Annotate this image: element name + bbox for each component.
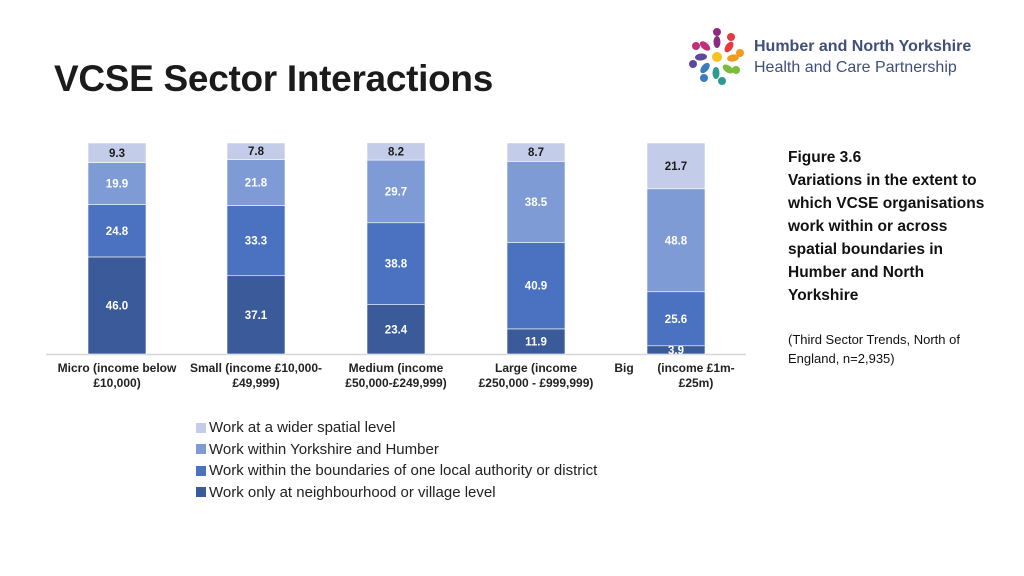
bar-segment	[646, 142, 706, 190]
data-label: 3.9	[668, 345, 684, 357]
partnership-logo: Humber and North Yorkshire Health and Ca…	[684, 26, 1004, 90]
figure-number: Figure 3.6	[788, 149, 862, 166]
figure-caption: Figure 3.6 Variations in the extent to w…	[788, 146, 988, 307]
bar-segment	[87, 142, 147, 163]
bar-segment	[226, 142, 286, 160]
data-label: 8.7	[528, 147, 544, 159]
bar-segment	[506, 142, 566, 162]
tick-label: £25m)	[679, 376, 714, 390]
category-label: Small (income £10,000-£49,999)	[190, 361, 322, 390]
bar-segment	[366, 304, 426, 355]
stacked-bar-chart: 46.0 24.8 19.9 9.3 Micro (income below£10,00…	[46, 142, 746, 390]
data-label: 11.9	[525, 336, 547, 348]
bar-segment	[226, 275, 286, 355]
data-label: 29.7	[385, 186, 407, 198]
tick-label: Medium (income	[349, 361, 444, 375]
tick-label: Large (income	[495, 361, 577, 375]
data-label: 9.3	[109, 148, 125, 160]
legend-item: Work within the boundaries of one local …	[196, 460, 597, 482]
figure-source: (Third Sector Trends, North of England, …	[788, 332, 960, 366]
data-label: 7.8	[248, 146, 265, 158]
legend-label: Work within the boundaries of one local …	[209, 462, 598, 480]
people-circle-icon	[689, 28, 744, 85]
bar-segment	[366, 159, 426, 224]
legend-swatch	[196, 444, 206, 455]
bar-segment	[226, 205, 286, 277]
data-label: 8.2	[388, 146, 404, 158]
bar-segment	[87, 162, 147, 205]
legend-swatch	[196, 465, 206, 476]
data-label: 46.0	[106, 300, 128, 312]
data-label: 40.9	[525, 281, 547, 293]
tick-label: £50,000-£249,999)	[345, 376, 446, 390]
bar-segment	[366, 222, 426, 305]
category-label: Big (income £1m-£25m)	[614, 361, 734, 390]
tick-label: Big	[614, 361, 633, 375]
bar-segment	[87, 204, 147, 258]
tick-label: (income £1m-	[657, 361, 734, 375]
bar-segment	[366, 142, 426, 161]
bar-segment	[506, 161, 566, 243]
legend-label: Work only at neighbourhood or village le…	[209, 483, 496, 501]
data-label: 23.4	[385, 324, 408, 336]
bar-segment	[87, 256, 147, 355]
data-label: 48.8	[665, 235, 688, 247]
bar-segment	[646, 188, 706, 293]
data-label: 38.5	[525, 197, 548, 209]
data-label: 21.7	[665, 161, 687, 173]
data-label: 38.8	[385, 259, 408, 271]
legend-label: Work within Yorkshire and Humber	[209, 440, 439, 458]
logo-subtitle: Health and Care Partnership	[754, 59, 957, 76]
legend-label: Work at a wider spatial level	[209, 419, 396, 437]
category-label: Large (income£250,000 - £999,999)	[479, 361, 594, 390]
legend-item: Work within Yorkshire and Humber	[196, 439, 597, 461]
category-label: Medium (income£50,000-£249,999)	[345, 361, 446, 390]
logo-title: Humber and North Yorkshire	[754, 38, 972, 55]
tick-label: Small (income £10,000-	[190, 361, 322, 375]
chart-legend: Work at a wider spatial level Work within…	[196, 417, 597, 503]
data-label: 21.8	[245, 177, 268, 189]
bar-segment	[646, 291, 706, 347]
tick-label: £250,000 - £999,999)	[479, 376, 594, 390]
data-label: 19.9	[106, 179, 128, 191]
figure-description: Variations in the extent to which VCSE o…	[788, 172, 985, 304]
data-label: 25.6	[665, 314, 687, 326]
data-label: 33.3	[245, 236, 267, 248]
legend-swatch	[196, 422, 206, 433]
legend-swatch	[196, 487, 206, 498]
bar-segment	[226, 159, 286, 206]
data-label: 24.8	[106, 226, 129, 238]
category-label: Micro (income below£10,000)	[58, 361, 177, 390]
legend-item: Work only at neighbourhood or village le…	[196, 482, 597, 504]
tick-label: £49,999)	[232, 376, 279, 390]
page-title: VCSE Sector Interactions	[54, 58, 493, 99]
bar-segment	[506, 328, 566, 355]
legend-item: Work at a wider spatial level	[196, 417, 597, 439]
tick-label: £10,000)	[93, 376, 140, 390]
tick-label: Micro (income below	[58, 361, 177, 375]
data-label: 37.1	[245, 310, 268, 322]
